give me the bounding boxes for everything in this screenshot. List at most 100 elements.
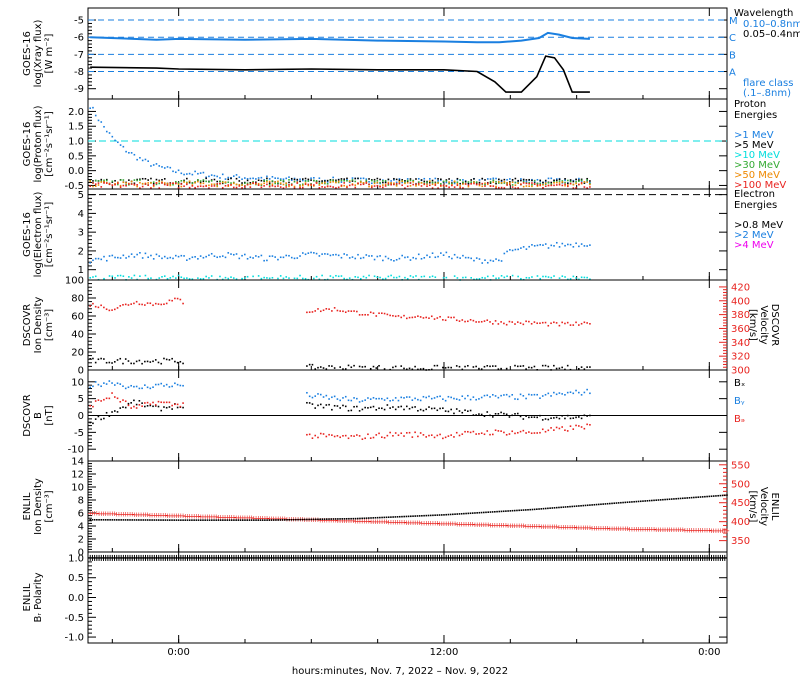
data-point [639, 500, 642, 503]
data-point [447, 435, 450, 437]
data-point [408, 367, 411, 370]
data-point [467, 364, 469, 367]
data-point [354, 177, 357, 180]
data-point [478, 413, 480, 415]
data-point [362, 177, 365, 180]
data-point [97, 180, 100, 182]
data-point [174, 171, 177, 174]
data-point [335, 187, 337, 189]
data-point [462, 254, 464, 257]
legend-title: Proton [734, 99, 766, 110]
data-point [387, 178, 390, 181]
data-point [500, 394, 502, 397]
data-point [353, 310, 355, 312]
data-point [482, 511, 485, 514]
data-point [373, 182, 376, 185]
data-point [583, 182, 586, 184]
data-point [346, 179, 348, 182]
data-point: + [516, 522, 522, 530]
data-point [150, 187, 152, 189]
data-point [224, 184, 227, 187]
data-point [314, 368, 317, 370]
data-point [266, 179, 268, 182]
data-point [583, 245, 586, 247]
data-point: + [490, 521, 496, 529]
data-point [389, 407, 391, 409]
y-tick-label: -7 [74, 50, 84, 61]
data-point: + [324, 516, 330, 524]
data-point [387, 184, 390, 186]
data-point [536, 244, 539, 247]
data-point [392, 516, 394, 518]
data-point [255, 181, 257, 184]
data-point [483, 365, 486, 368]
data-point: + [204, 513, 210, 521]
data-point [152, 185, 155, 188]
data-point [130, 303, 132, 305]
data-point [550, 395, 552, 397]
data-point [583, 391, 586, 394]
data-point [168, 386, 171, 388]
data-point [544, 364, 547, 367]
data-point [337, 275, 340, 278]
data-point [221, 181, 224, 184]
data-point [138, 387, 141, 390]
data-point [146, 405, 149, 407]
data-point [146, 386, 149, 389]
data-point [147, 160, 149, 162]
data-point [575, 416, 577, 419]
data-point: + [346, 517, 352, 525]
data-point: + [658, 526, 664, 534]
data-point [475, 398, 477, 401]
data-point: + [698, 527, 704, 535]
data-point: + [211, 513, 217, 521]
data-point [257, 256, 260, 258]
data-point [525, 397, 527, 400]
y-tick-label: 0.0 [68, 166, 84, 177]
data-point [219, 182, 221, 185]
data-point: + [510, 522, 516, 530]
data-point [328, 398, 330, 400]
legend-entry: >2 MeV [734, 230, 774, 241]
data-point [149, 361, 152, 363]
data-point [174, 180, 177, 183]
data-point [317, 436, 319, 439]
data-point [448, 182, 450, 185]
data-point [476, 512, 478, 514]
data-point [147, 179, 149, 181]
data-point [436, 409, 439, 412]
data-point [163, 406, 165, 408]
data-point: + [271, 515, 277, 523]
data-point [195, 519, 198, 521]
data-point [531, 508, 534, 511]
data-point [114, 182, 116, 185]
data-point [509, 510, 512, 512]
left-axis-label-line: GOES-16 [22, 31, 33, 76]
data-point [470, 181, 472, 183]
data-point [141, 185, 144, 188]
data-point [347, 409, 350, 412]
data-point [604, 503, 607, 505]
data-point [498, 259, 500, 262]
data-point [361, 438, 364, 441]
data-point [368, 274, 370, 277]
data-point [589, 414, 591, 417]
data-point [337, 518, 339, 520]
data-point [340, 178, 343, 180]
data-point [564, 417, 566, 420]
data-point [244, 177, 246, 179]
series-blue [90, 31, 590, 44]
data-point [421, 514, 423, 517]
data-point [511, 179, 514, 181]
data-point [344, 395, 347, 398]
data-point: + [549, 523, 555, 531]
data-point [166, 278, 169, 280]
data-point [498, 510, 501, 513]
data-point [279, 519, 282, 521]
left-axis-label-line: GOES-16 [22, 212, 33, 257]
data-point [686, 497, 689, 499]
right-axis-label-line: Velocity [758, 487, 769, 526]
data-point: + [262, 515, 268, 523]
data-point: + [397, 519, 403, 527]
data-point: + [129, 511, 135, 519]
